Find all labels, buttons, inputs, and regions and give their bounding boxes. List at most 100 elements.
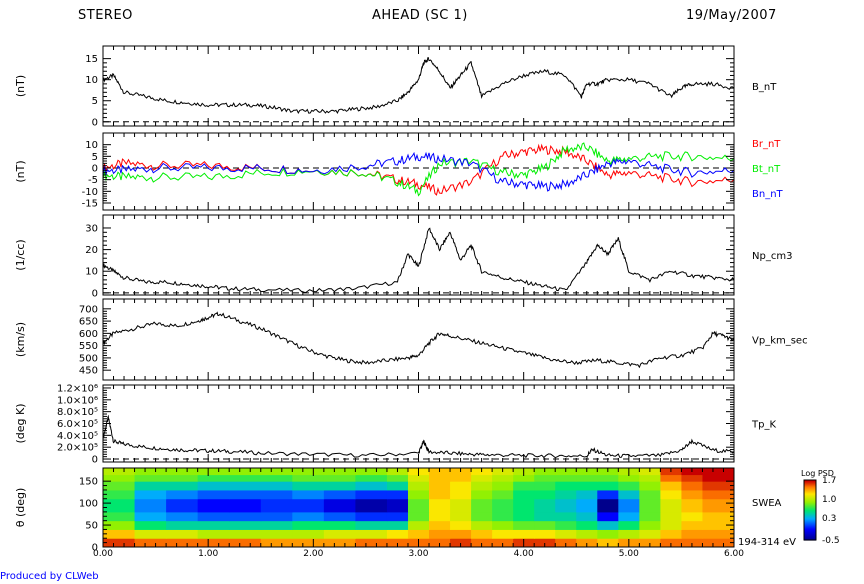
colorbar-swatch [804, 501, 816, 503]
heatmap-cell [450, 529, 472, 539]
heatmap-cell [660, 489, 682, 500]
heatmap-cell [660, 520, 682, 530]
heatmap-cell [576, 520, 598, 530]
heatmap-cell [323, 520, 356, 530]
colorbar-swatch [804, 503, 816, 505]
heatmap-cell [639, 538, 661, 548]
heatmap-cell [702, 529, 735, 539]
heatmap-cell [323, 489, 356, 500]
y-tick-label: 600 [79, 329, 98, 340]
heatmap-cell [576, 474, 598, 482]
y-tick-label: 0 [92, 117, 98, 128]
heatmap-cell [103, 481, 136, 491]
heatmap-cell [702, 538, 735, 548]
heatmap-cell [492, 498, 514, 513]
heatmap-cell [555, 481, 577, 491]
heatmap-cell [450, 520, 472, 530]
heatmap-cell [197, 498, 230, 513]
heatmap-cell [407, 489, 430, 500]
heatmap-cell [450, 511, 472, 522]
y-tick-label: 1.0×10⁶ [57, 395, 98, 406]
heatmap-cell [134, 498, 167, 513]
heatmap-cell [355, 474, 388, 482]
heatmap-cell [639, 498, 661, 513]
colorbar-swatch [804, 494, 816, 496]
colorbar-swatch [804, 487, 816, 489]
heatmap-cell [639, 511, 661, 522]
heatmap-cell [260, 498, 293, 513]
heatmap-cell [639, 481, 661, 491]
heatmap-cell [702, 498, 735, 513]
series-line-Br_nT [102, 143, 735, 196]
heatmap-cell [534, 481, 556, 491]
heatmap-cell [492, 511, 514, 522]
y-tick-label: 8.0×10⁵ [57, 407, 98, 418]
colorbar-frame [803, 479, 817, 541]
colorbar-swatch [804, 522, 816, 524]
panel-4 [102, 298, 735, 381]
heatmap-cell [492, 481, 514, 491]
heatmap-cell [260, 481, 293, 491]
x-tick-label: 0.00 [93, 549, 113, 559]
panel-frame [102, 384, 735, 463]
heatmap-cell [492, 529, 514, 539]
y-tick-label: 6.0×10⁵ [57, 419, 98, 430]
heatmap-cell [471, 489, 493, 500]
heatmap-cell [229, 511, 262, 522]
heatmap-cell [323, 498, 356, 513]
panel-5 [102, 384, 735, 463]
heatmap-cell [292, 489, 325, 500]
heatmap-cell [103, 520, 136, 530]
colorbar-swatch [804, 492, 816, 494]
heatmap-cell [292, 520, 325, 530]
heatmap-cell [639, 474, 661, 482]
panel-6 [102, 467, 735, 548]
heatmap-cell [555, 529, 577, 539]
colorbar-swatch [804, 512, 816, 514]
colorbar-swatch [804, 523, 816, 525]
colorbar-swatch [804, 497, 816, 499]
colorbar-swatch [804, 518, 816, 520]
colorbar-swatch [804, 482, 816, 484]
heatmap-cell [166, 538, 199, 548]
heatmap-cell [597, 538, 619, 548]
colorbar-swatch [804, 524, 816, 526]
heatmap-cell [702, 481, 735, 491]
heatmap-cell [534, 520, 556, 530]
heatmap-cell [355, 538, 388, 548]
panel-frame [102, 214, 735, 296]
colorbar-swatch [804, 520, 816, 522]
colorbar-swatch [804, 509, 816, 511]
series-label-Np_cm3: Np_cm3 [752, 251, 792, 262]
y-tick-label: 15 [85, 54, 98, 65]
heatmap-cell [134, 520, 167, 530]
heatmap-cell [103, 529, 136, 539]
y-axis-label-3: (1/cc) [14, 239, 27, 270]
heatmap-cell [355, 481, 388, 491]
x-tick-label: 3.00 [408, 549, 428, 559]
y-tick-label: 5 [92, 152, 98, 163]
x-tick-label: 2.00 [303, 549, 323, 559]
heatmap-cell [355, 489, 388, 500]
heatmap-cell [134, 529, 167, 539]
y-axis-label-1: (nT) [14, 75, 27, 97]
heatmap-cell [292, 481, 325, 491]
colorbar-swatch [804, 486, 816, 488]
heatmap-cell [260, 529, 293, 539]
heatmap-cell [166, 489, 199, 500]
heatmap-cell [681, 511, 703, 522]
colorbar-swatch [804, 532, 816, 534]
heatmap-cell [618, 511, 640, 522]
colorbar-swatch [804, 526, 816, 528]
heatmap-cell [702, 474, 735, 482]
heatmap-cell [292, 474, 325, 482]
heatmap-cell [355, 511, 388, 522]
heatmap-cell [355, 529, 388, 539]
y-tick-label: 100 [79, 499, 98, 510]
heatmap-cell [681, 489, 703, 500]
heatmap-cell [555, 511, 577, 522]
heatmap-cell [386, 489, 409, 500]
colorbar-swatch [804, 504, 816, 506]
heatmap-cell [618, 489, 640, 500]
heatmap-cell [492, 489, 514, 500]
